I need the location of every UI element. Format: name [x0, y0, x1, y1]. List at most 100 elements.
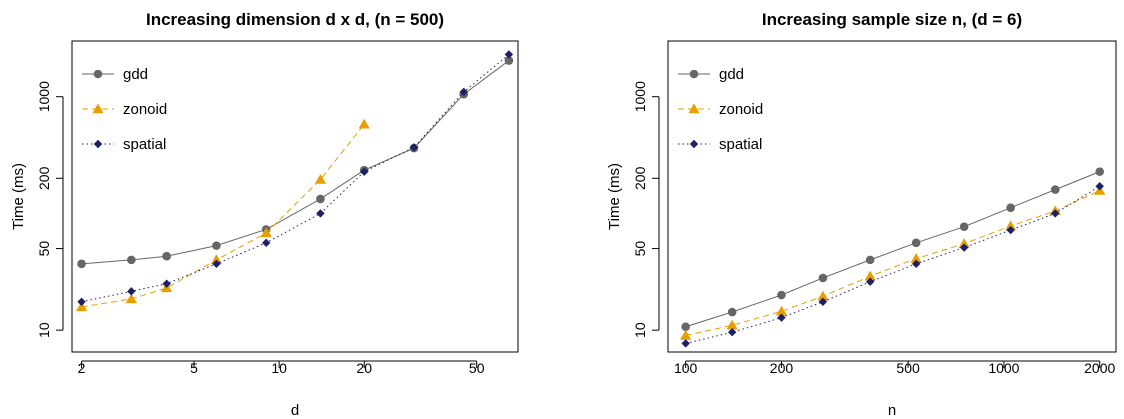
data-point-spatial	[1006, 225, 1015, 235]
data-point-spatial	[77, 297, 86, 306]
data-point-zonoid	[775, 305, 788, 316]
data-point-gdd	[911, 238, 921, 248]
legend-label-gdd: gdd	[719, 66, 744, 83]
data-point-zonoid	[726, 319, 738, 330]
y-axis-label: Time (ms)	[606, 163, 623, 230]
data-point-zonoid	[314, 173, 327, 184]
chart-title: Increasing dimension d x d, (n = 500)	[146, 10, 444, 29]
data-point-gdd	[727, 307, 737, 317]
data-point-zonoid	[958, 238, 970, 248]
x-tick-label: 100	[674, 360, 698, 376]
series-zonoid	[75, 118, 370, 312]
data-point-gdd	[1095, 167, 1105, 176]
data-point-zonoid	[864, 270, 876, 281]
series-line-gdd	[685, 171, 1100, 328]
data-point-spatial	[777, 313, 786, 322]
data-point-spatial	[316, 209, 325, 218]
series-line-gdd	[81, 60, 510, 265]
data-point-spatial	[127, 287, 136, 296]
data-point-gdd	[818, 273, 828, 283]
data-point-spatial	[681, 339, 690, 348]
data-point-gdd	[212, 241, 221, 250]
chart-panel-2: Increasing sample size n, (d = 6) 100 200 5…	[606, 10, 1117, 419]
y-tick-label: 200	[632, 166, 648, 190]
x-tick-label: 5	[190, 360, 198, 376]
series-gdd	[77, 56, 514, 269]
x-tick-label: 2000	[1084, 360, 1115, 376]
data-point-spatial	[1095, 182, 1104, 191]
x-tick-label: 500	[896, 360, 920, 376]
y-tick-label: 200	[36, 166, 52, 190]
legend-label-gdd: gdd	[123, 66, 148, 83]
legend-marker-spatial	[689, 139, 699, 149]
legend: gdd zonoid spatial	[82, 66, 167, 153]
data-point-zonoid	[680, 329, 692, 340]
series-spatial	[77, 50, 514, 306]
x-axis: 2 5 10 20 50	[78, 360, 485, 376]
x-tick-label: 200	[770, 360, 794, 376]
data-point-gdd	[127, 255, 136, 265]
y-tick-label: 10	[632, 322, 648, 338]
legend-marker-zonoid	[688, 103, 700, 114]
y-tick-label: 1000	[632, 81, 648, 112]
x-tick-label: 20	[356, 360, 372, 376]
data-point-zonoid	[210, 254, 223, 265]
data-point-zonoid	[817, 290, 829, 301]
data-point-spatial	[360, 167, 369, 176]
legend-label-spatial: spatial	[123, 136, 166, 153]
series-spatial	[681, 182, 1104, 348]
data-point-spatial	[504, 50, 514, 59]
x-tick-label: 2	[78, 360, 86, 376]
y-axis-label: Time (ms)	[10, 163, 27, 230]
chart-panel-1: Increasing dimension d x d, (n = 500) 2 5 1…	[10, 10, 519, 419]
x-tick-label: 1000	[988, 360, 1019, 376]
x-tick-label: 50	[469, 360, 485, 376]
data-point-spatial	[818, 297, 828, 306]
data-point-gdd	[1050, 185, 1060, 194]
series-gdd	[681, 167, 1105, 332]
data-point-spatial	[262, 238, 271, 248]
data-point-gdd	[681, 322, 690, 332]
data-point-gdd	[77, 259, 86, 269]
y-axis: 10 50 200 1000	[632, 81, 660, 338]
series-line-spatial	[81, 54, 510, 303]
y-tick-label: 50	[632, 241, 648, 257]
data-point-gdd	[959, 222, 969, 231]
data-point-zonoid	[75, 301, 88, 312]
data-point-gdd	[1006, 203, 1015, 212]
y-axis: 10 50 200 1000	[36, 81, 64, 338]
data-point-spatial	[162, 279, 171, 288]
data-point-gdd	[504, 56, 514, 65]
data-point-gdd	[162, 251, 171, 261]
data-point-spatial	[459, 87, 468, 97]
data-point-spatial	[409, 143, 419, 152]
data-point-spatial	[1051, 209, 1060, 218]
data-point-gdd	[865, 255, 875, 265]
legend-label-spatial: spatial	[719, 136, 762, 153]
legend-label-zonoid: zonoid	[719, 101, 763, 118]
plot-frame	[667, 40, 1117, 353]
legend-marker-gdd	[93, 69, 103, 79]
data-point-spatial	[959, 243, 969, 252]
data-point-spatial	[212, 259, 221, 269]
x-tick-label: 10	[271, 360, 287, 376]
legend-marker-zonoid	[92, 103, 104, 114]
series-line-zonoid	[685, 190, 1100, 336]
legend-label-zonoid: zonoid	[123, 101, 167, 118]
data-point-zonoid	[1005, 220, 1017, 231]
data-point-gdd	[316, 194, 325, 204]
legend: gdd zonoid spatial	[678, 66, 763, 153]
data-point-spatial	[727, 328, 737, 337]
y-tick-label: 50	[36, 241, 52, 257]
data-point-spatial	[911, 259, 921, 269]
x-axis: 100 200 500 1000 2000	[674, 360, 1116, 376]
plot-frame	[71, 40, 519, 353]
x-axis-label: d	[291, 402, 299, 419]
data-point-zonoid	[260, 227, 272, 238]
legend-marker-spatial	[93, 139, 103, 149]
legend-marker-gdd	[689, 69, 699, 79]
data-point-spatial	[865, 277, 875, 286]
y-tick-label: 10	[36, 322, 52, 338]
series-zonoid	[680, 184, 1106, 340]
